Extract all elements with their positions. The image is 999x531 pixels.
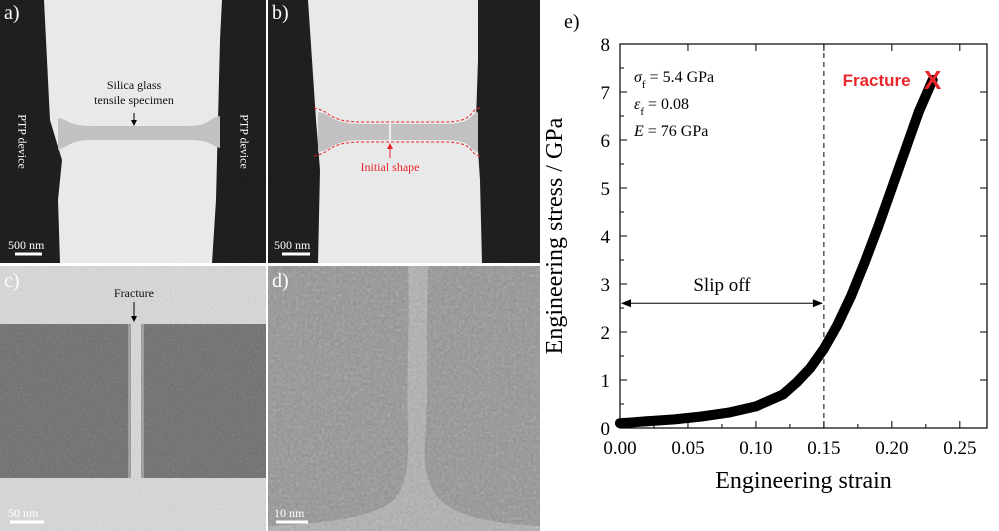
panel-c-label: c) xyxy=(4,270,20,292)
data-point xyxy=(696,411,707,422)
panel-c-image xyxy=(0,266,266,531)
left-device-label: PTP device xyxy=(15,114,30,169)
data-point xyxy=(791,377,802,388)
y-tick-label: 1 xyxy=(601,371,611,392)
y-tick-label: 5 xyxy=(601,179,611,200)
x-tick-label: 0.20 xyxy=(875,438,908,459)
x-axis-label: Engineering strain xyxy=(715,468,892,494)
y-tick-label: 0 xyxy=(601,419,611,440)
specimen-annotation-line1: Silica glass xyxy=(106,78,162,92)
panel-a-scale-bar: 500 nm xyxy=(8,238,45,252)
panel-b-image xyxy=(268,0,540,263)
data-point xyxy=(846,291,857,301)
data-point xyxy=(927,75,938,85)
fracture-annotation: Fracture xyxy=(114,286,154,300)
initial-shape-annotation: Initial shape xyxy=(360,160,420,174)
panel-a-image xyxy=(0,0,266,263)
x-tick-label: 0.05 xyxy=(671,438,704,459)
data-point xyxy=(886,183,897,193)
property-text: εf = 0.08 xyxy=(634,96,689,118)
data-point xyxy=(832,319,843,330)
property-text: E = 76 GPa xyxy=(633,123,708,140)
panel-a-label: a) xyxy=(4,2,20,24)
y-tick-label: 2 xyxy=(601,323,611,344)
panel-b-label: b) xyxy=(272,2,289,24)
data-point xyxy=(914,106,925,117)
specimen-annotation-line2: tensile specimen xyxy=(94,93,174,107)
y-tick-label: 3 xyxy=(601,275,611,296)
data-point xyxy=(818,343,829,354)
panel-d: d) 10 nm xyxy=(268,266,540,531)
data-point xyxy=(805,363,816,373)
data-point xyxy=(778,389,789,400)
fracture-marker: X xyxy=(924,65,942,95)
panel-e-label: e) xyxy=(564,11,580,33)
panel-d-scale-bar: 10 nm xyxy=(274,506,305,520)
fracture-label: Fracture xyxy=(843,71,911,90)
panel-a: a) Silica glass tensile specimen PTP dev… xyxy=(0,0,266,263)
data-point xyxy=(750,401,761,412)
y-tick-label: 7 xyxy=(601,83,611,104)
panel-d-label: d) xyxy=(272,270,289,292)
data-point xyxy=(615,418,625,429)
data-point xyxy=(873,221,884,232)
stress-strain-chart: e) 0.00 0.05 0.10 0.15 0.20 0.25 0 1 2 3 4 5 6 7 8 Engi… xyxy=(542,11,988,494)
x-tick-label: 0.10 xyxy=(739,438,772,459)
data-point xyxy=(859,257,870,268)
slip-off-arrowhead-right xyxy=(812,299,823,308)
y-tick-label: 8 xyxy=(601,35,611,56)
data-point xyxy=(669,414,680,425)
panel-d-image xyxy=(268,266,540,531)
panel-b-scale-bar: 500 nm xyxy=(274,238,311,252)
property-text: σf = 5.4 GPa xyxy=(634,69,714,91)
panel-b: b) Initial shape 500 nm xyxy=(268,0,540,263)
y-tick-label: 4 xyxy=(601,227,611,248)
right-device-label: PTP device xyxy=(237,114,252,169)
y-axis-label: Engineering stress / GPa xyxy=(542,117,568,354)
slip-off-label: Slip off xyxy=(693,275,751,296)
slip-off-arrowhead-left xyxy=(621,299,631,308)
x-tick-label: 0.25 xyxy=(943,438,976,459)
data-point xyxy=(900,144,911,155)
x-tick-label: 0.00 xyxy=(603,438,636,459)
panel-c: c) Fracture 50 nm xyxy=(0,266,266,531)
x-tick-label: 0.15 xyxy=(807,438,840,459)
y-tick-label: 6 xyxy=(601,131,611,152)
data-point xyxy=(642,416,653,427)
panel-c-scale-bar: 50 nm xyxy=(8,506,39,520)
data-point xyxy=(723,407,734,418)
